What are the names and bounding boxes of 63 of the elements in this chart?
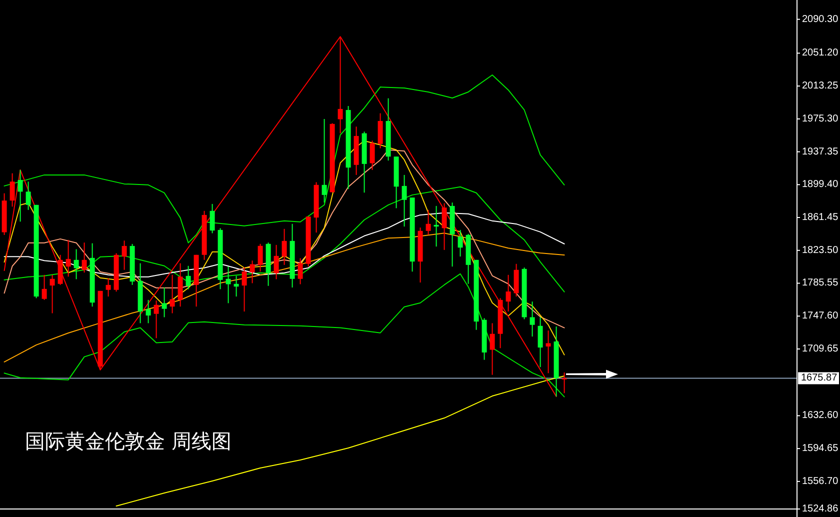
candlestick xyxy=(458,229,463,258)
y-tick-label: 1594.65 xyxy=(802,443,839,454)
candlestick xyxy=(66,239,71,278)
candlestick xyxy=(58,254,63,286)
text: 国际黄金伦敦金 周线图 xyxy=(25,429,232,453)
candlestick xyxy=(546,330,551,374)
line-series xyxy=(4,232,565,362)
y-tick-label: 2051.20 xyxy=(802,48,839,59)
candlestick xyxy=(434,205,439,248)
y-tick-label: 1556.70 xyxy=(802,476,839,487)
candlestick xyxy=(178,262,183,308)
candlestick xyxy=(530,301,535,338)
candlestick xyxy=(42,274,47,300)
candlestick xyxy=(170,274,175,314)
candlestick xyxy=(242,266,247,312)
candlestick xyxy=(186,265,191,290)
candlestick xyxy=(154,300,159,339)
y-tick-label: 1785.55 xyxy=(802,278,839,289)
candlestick xyxy=(298,258,303,285)
candlestick xyxy=(74,248,79,280)
candlestick xyxy=(162,287,167,318)
y-tick-label: 2013.25 xyxy=(802,80,839,92)
y-tick-label: 1823.50 xyxy=(802,244,839,256)
candlestick xyxy=(250,260,255,284)
line-series xyxy=(4,149,565,328)
y-tick-label: 1899.40 xyxy=(802,179,839,190)
candlestick xyxy=(122,240,127,270)
y-tick-label: 1709.65 xyxy=(802,343,839,354)
candlestick xyxy=(322,118,327,204)
line-series xyxy=(4,36,557,397)
ref-line-label: 1675.87 xyxy=(801,372,838,384)
y-tick-label: 1861.45 xyxy=(802,212,839,224)
y-tick-label: 2090.30 xyxy=(802,14,839,25)
candlestick xyxy=(282,228,287,266)
candlestick xyxy=(82,242,87,274)
candlestick xyxy=(26,181,31,210)
candlestick xyxy=(538,316,543,368)
y-tick-label: 1937.35 xyxy=(802,146,839,158)
y-tick-label: 1747.60 xyxy=(802,310,839,322)
candlestick xyxy=(146,299,151,324)
candlestick xyxy=(562,372,567,394)
candlestick xyxy=(426,209,431,236)
y-tick-label: 1524.86 xyxy=(802,504,839,514)
line-series xyxy=(4,273,565,398)
line-series xyxy=(4,74,565,244)
candlestick xyxy=(106,278,111,298)
candlestick xyxy=(18,169,23,222)
candlestick xyxy=(274,244,279,280)
candlestick xyxy=(402,174,407,228)
candlestick xyxy=(514,263,519,298)
candlestick xyxy=(50,274,55,314)
candlestick xyxy=(490,322,495,376)
candlestick xyxy=(442,202,447,250)
y-tick-label: 1632.60 xyxy=(802,410,839,422)
candlestick xyxy=(10,172,15,208)
candlestick xyxy=(378,112,383,149)
candlestick xyxy=(234,275,239,298)
candlestick xyxy=(258,243,263,272)
candlestick xyxy=(210,203,215,234)
y-tick-label: 1975.30 xyxy=(802,113,839,124)
candlestick xyxy=(226,266,231,304)
candlestick xyxy=(506,274,511,312)
candlestick xyxy=(370,140,375,170)
